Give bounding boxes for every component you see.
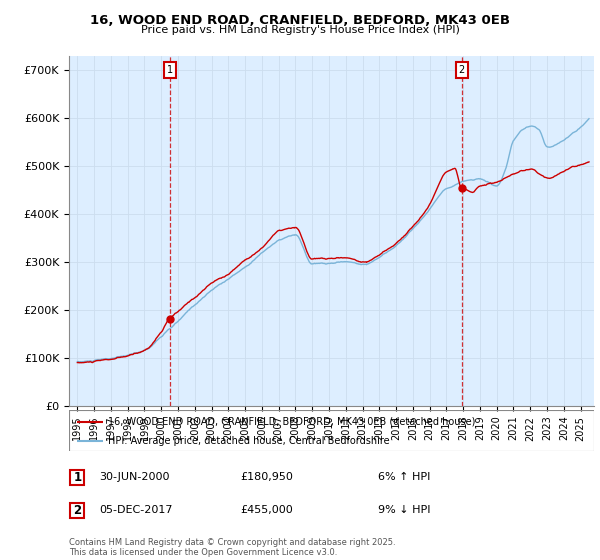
Text: HPI: Average price, detached house, Central Bedfordshire: HPI: Average price, detached house, Cent…	[109, 436, 390, 446]
Text: £455,000: £455,000	[240, 505, 293, 515]
Text: 16, WOOD END ROAD, CRANFIELD, BEDFORD, MK43 0EB: 16, WOOD END ROAD, CRANFIELD, BEDFORD, M…	[90, 14, 510, 27]
Text: 1: 1	[73, 471, 82, 484]
Bar	[70, 470, 85, 485]
Text: £180,950: £180,950	[240, 472, 293, 482]
Bar	[70, 503, 85, 517]
Text: 1: 1	[167, 66, 173, 76]
Text: 2: 2	[73, 503, 82, 517]
Text: 6% ↑ HPI: 6% ↑ HPI	[378, 472, 430, 482]
Text: 30-JUN-2000: 30-JUN-2000	[99, 472, 170, 482]
Text: 9% ↓ HPI: 9% ↓ HPI	[378, 505, 431, 515]
Text: 05-DEC-2017: 05-DEC-2017	[99, 505, 173, 515]
Text: 16, WOOD END ROAD, CRANFIELD, BEDFORD, MK43 0EB (detached house): 16, WOOD END ROAD, CRANFIELD, BEDFORD, M…	[109, 417, 476, 427]
Text: Price paid vs. HM Land Registry's House Price Index (HPI): Price paid vs. HM Land Registry's House …	[140, 25, 460, 35]
Text: Contains HM Land Registry data © Crown copyright and database right 2025.
This d: Contains HM Land Registry data © Crown c…	[69, 538, 395, 557]
Text: 2: 2	[459, 66, 465, 76]
